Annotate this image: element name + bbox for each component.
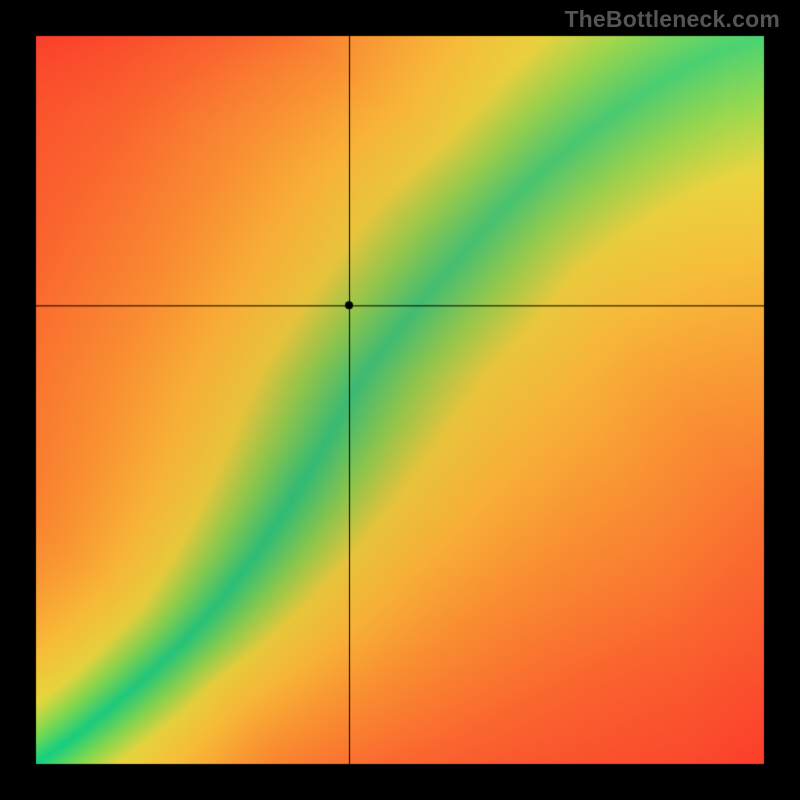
- bottleneck-heatmap: [0, 0, 800, 800]
- chart-container: TheBottleneck.com: [0, 0, 800, 800]
- watermark-text: TheBottleneck.com: [564, 6, 780, 33]
